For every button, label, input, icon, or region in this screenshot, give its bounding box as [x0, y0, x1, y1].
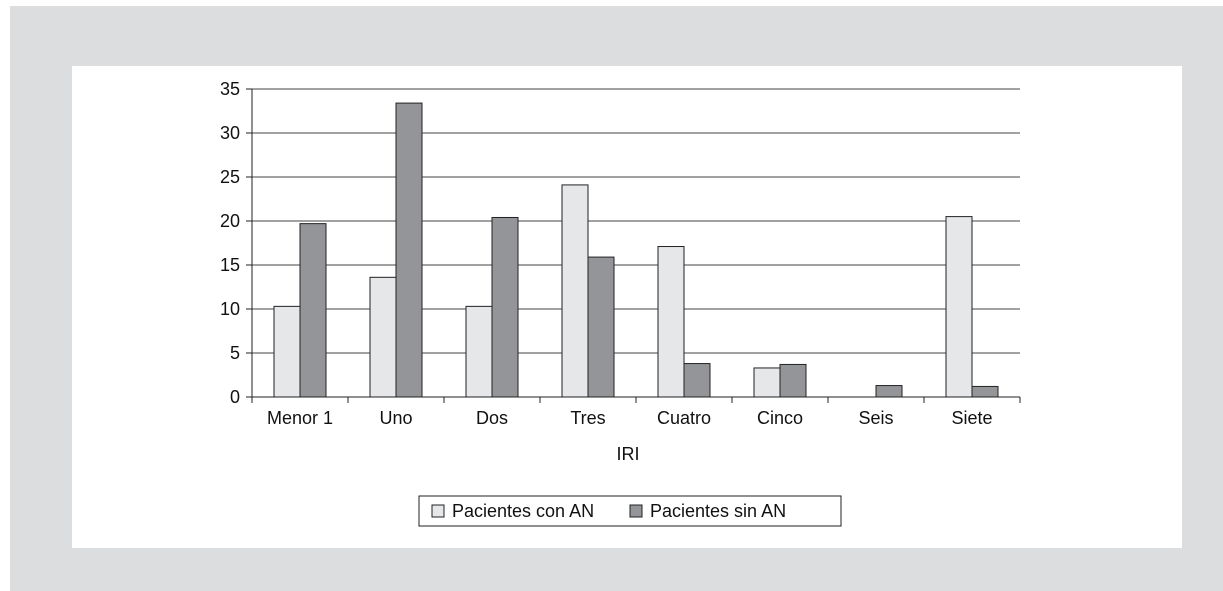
- bar-con-an-menor-1: [273, 305, 301, 398]
- bar-con-an-cuatro: [657, 246, 685, 398]
- x-tick-label-seis: Seis: [858, 408, 893, 428]
- bar-sin-an-siete: [971, 385, 999, 398]
- x-tick-labels: Menor 1 Uno Dos Tres Cuatro Cinco Seis Siete: [267, 408, 993, 428]
- x-tick-label-cinco: Cinco: [757, 408, 803, 428]
- x-tick-label-siete: Siete: [951, 408, 992, 428]
- bar-con-an-cinco: [753, 367, 781, 398]
- chart-panel: [72, 66, 1182, 548]
- y-tick-label-30: 30: [220, 123, 240, 143]
- y-tick-label-25: 25: [220, 167, 240, 187]
- legend-label-sin-an: Pacientes sin AN: [650, 501, 786, 521]
- bar-sin-an-cuatro: [683, 363, 711, 398]
- y-tick-label-35: 35: [220, 79, 240, 99]
- legend-swatch-sin-an: [629, 504, 643, 518]
- bar-sin-an-uno: [395, 102, 423, 398]
- bar-sin-an-menor-1: [299, 223, 327, 398]
- bars: [273, 102, 999, 398]
- y-tick-labels: 0 5 10 15 20 25 30 35: [220, 79, 240, 407]
- y-tick-label-10: 10: [220, 299, 240, 319]
- axes: [246, 88, 1021, 403]
- y-tick-label-0: 0: [230, 387, 240, 407]
- bar-sin-an-tres: [587, 256, 615, 398]
- x-tick-label-uno: Uno: [379, 408, 412, 428]
- legend-swatch-con-an: [431, 504, 445, 518]
- x-tick-label-menor-1: Menor 1: [267, 408, 333, 428]
- x-tick-label-tres: Tres: [570, 408, 605, 428]
- bar-sin-an-seis: [875, 385, 903, 398]
- figure-frame: [10, 6, 1223, 591]
- x-tick-label-cuatro: Cuatro: [657, 408, 711, 428]
- bar-con-an-dos: [465, 305, 493, 398]
- y-tick-label-5: 5: [230, 343, 240, 363]
- y-tick-label-15: 15: [220, 255, 240, 275]
- x-axis-title: IRI: [616, 444, 639, 464]
- bar-sin-an-dos: [491, 216, 519, 398]
- y-tick-label-20: 20: [220, 211, 240, 231]
- bar-con-an-uno: [369, 276, 397, 398]
- x-tick-label-dos: Dos: [476, 408, 508, 428]
- legend: Pacientes con AN Pacientes sin AN: [418, 495, 842, 527]
- bar-con-an-tres: [561, 184, 589, 398]
- legend-label-con-an: Pacientes con AN: [452, 501, 594, 521]
- bar-sin-an-cinco: [779, 363, 807, 398]
- gridlines: [252, 88, 1020, 354]
- bar-con-an-siete: [945, 216, 973, 398]
